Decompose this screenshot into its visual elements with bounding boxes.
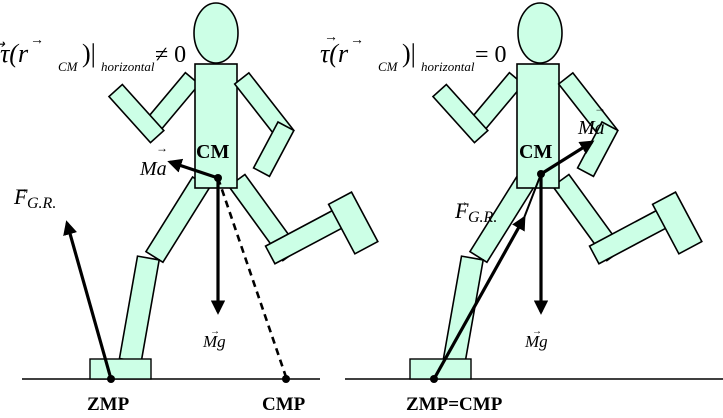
left-torque-equation: ⃗ τ(r CM )| horizontal ≠ 0 [0,39,186,74]
right-ma-text: Ma [577,117,605,139]
left-force-label: → F G.R. [13,181,56,212]
left-back-thigh [144,175,211,264]
right-ma-label: → Ma [577,101,606,139]
left-r-arrow-glyph: → [30,33,44,48]
left-head [193,2,239,64]
right-back-shin [442,255,485,364]
right-extension-line [523,173,542,219]
right-r-arrow-glyph: → [350,33,364,48]
right-head [517,2,563,64]
right-zmp-cmp-point [430,375,438,383]
left-mg-text: Mg [202,332,226,351]
left-back-shin [118,255,161,364]
left-torso [194,63,238,189]
right-ma-vector [540,140,595,176]
right-ma-arrow-glyph: → [594,101,606,115]
right-mg-arrow-glyph: → [532,326,542,337]
right-tau-arrow-glyph: → [324,30,338,45]
right-ground-reaction-vector [432,215,526,380]
left-zmp-label: ZMP [87,394,130,415]
left-ma-arrow-glyph: → [156,141,168,155]
left-torque-prefix: τ(r [0,39,29,68]
left-mg-arrow-glyph: → [210,326,220,337]
right-force-subscript: G.R. [468,209,497,226]
right-torque-close: )| [402,39,416,68]
left-ground-reaction-vector [63,220,113,380]
right-torso [516,63,560,189]
left-cmp-point [282,375,290,383]
right-mg-text: Mg [524,332,548,351]
left-ma-label: → Ma [139,141,168,180]
left-back-forearm [107,83,165,144]
right-torque-relation: = 0 [475,42,507,68]
left-cm-label: CM [196,141,229,163]
left-force-arrow-glyph: → [16,181,29,196]
right-torque-equation: τ(r CM )| horizontal = 0 [320,39,507,74]
right-force-arrow-glyph: → [456,194,469,209]
left-torque-relation: ≠ 0 [155,42,186,68]
right-force-letter: F [454,198,469,223]
right-back-forearm [431,83,489,144]
left-ma-text: Ma [139,158,167,180]
left-front-forearm [252,120,295,178]
left-zmp-point [107,375,115,383]
left-force-letter: F [13,184,28,209]
right-front-foot [651,191,703,255]
left-cmp-label: CMP [262,394,306,415]
right-cm-label: CM [519,141,552,163]
right-zmp-cmp-label: ZMP=CMP [406,394,503,415]
left-runner-figure [89,2,379,380]
right-runner-figure [409,2,703,380]
left-torque-subscript-cm: CM [58,59,79,74]
left-cm-point [214,174,222,182]
left-front-foot [327,191,379,255]
right-torque-subscript-horizontal: horizontal [421,59,475,74]
left-force-subscript: G.R. [27,195,56,212]
left-ma-vector [167,158,219,180]
right-mg-label: → Mg [524,326,548,351]
right-force-label: → F G.R. [454,194,497,226]
right-torque-prefix: τ(r [320,39,349,68]
right-torque-subscript-cm: CM [378,59,399,74]
right-cm-point [537,170,545,178]
left-support-foot [89,358,152,380]
left-torque-close: )| [82,39,96,68]
left-torque-subscript-horizontal: horizontal [101,59,155,74]
left-mg-label: → Mg [202,326,226,351]
